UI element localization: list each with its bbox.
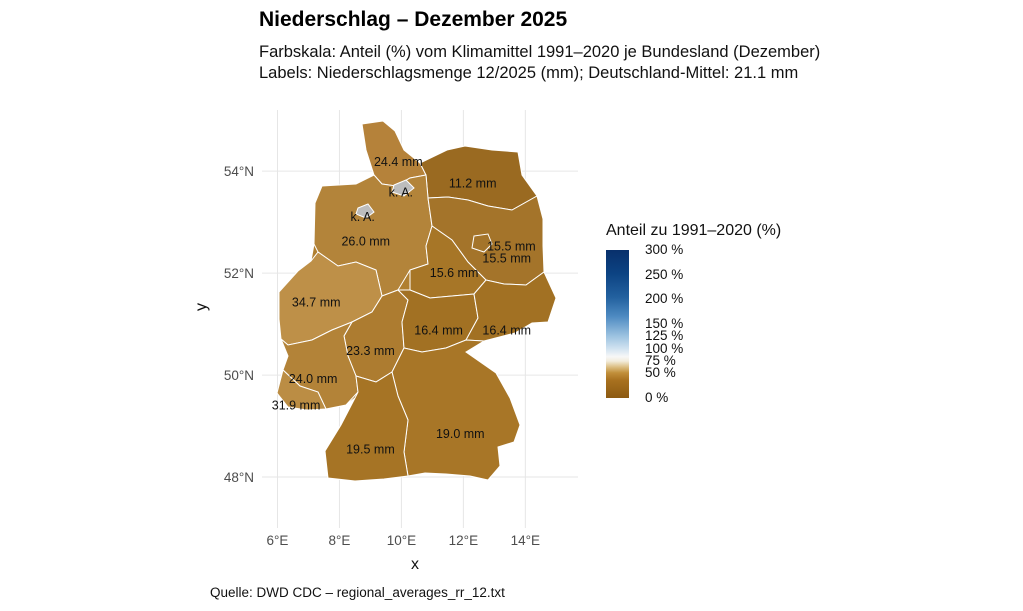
state-label: 16.4 mm bbox=[482, 324, 531, 338]
legend-tick-mark bbox=[629, 324, 633, 325]
legend-tick-mark bbox=[629, 274, 633, 276]
state-label: 31.9 mm bbox=[272, 399, 321, 413]
legend-tick-label: 0 % bbox=[645, 390, 669, 405]
x-tick-label: 14°E bbox=[511, 533, 540, 548]
state-label: 16.4 mm bbox=[414, 324, 463, 338]
legend-tick-mark bbox=[629, 250, 633, 251]
axis-ticks: 6°E 8°E 10°E 12°E 14°E 48°N 50°N 52°N 54°N bbox=[224, 164, 540, 548]
y-axis-title: y bbox=[193, 303, 210, 311]
state-baden-wuerttemberg bbox=[324, 371, 409, 482]
state-label: 24.0 mm bbox=[289, 372, 338, 386]
y-tick-label: 48°N bbox=[224, 470, 254, 485]
legend-tick-label: 50 % bbox=[645, 365, 676, 381]
state-berlin bbox=[471, 233, 493, 253]
state-label: 34.7 mm bbox=[292, 296, 341, 310]
legend-tick-label: 125 % bbox=[645, 328, 684, 344]
y-tick-label: 52°N bbox=[224, 266, 254, 281]
state-bremen bbox=[355, 203, 375, 219]
state-bayern bbox=[391, 339, 521, 481]
state-label: 26.0 mm bbox=[341, 235, 390, 249]
state-label: 15.6 mm bbox=[430, 266, 479, 280]
legend-tick-label: 100 % bbox=[645, 340, 684, 356]
state-label: 11.2 mm bbox=[449, 176, 497, 190]
legend-colorbar bbox=[606, 250, 629, 398]
y-tick-label: 54°N bbox=[224, 164, 254, 179]
source-caption: Quelle: DWD CDC – regional_averages_rr_1… bbox=[210, 585, 505, 600]
chart-subtitle: Farbskala: Anteil (%) vom Klimamittel 19… bbox=[259, 42, 820, 84]
y-tick-label: 50°N bbox=[224, 368, 254, 383]
subtitle-line-1: Farbskala: Anteil (%) vom Klimamittel 19… bbox=[259, 43, 821, 61]
legend-tick-mark bbox=[629, 299, 633, 301]
state-polygons bbox=[276, 120, 557, 482]
legend-tick-mark bbox=[629, 361, 633, 362]
state-label: 15.5 mm bbox=[482, 251, 531, 265]
state-label: 19.5 mm bbox=[346, 442, 395, 456]
state-label: k. A. bbox=[351, 210, 375, 224]
state-label: 19.0 mm bbox=[436, 427, 485, 441]
legend-title: Anteil zu 1991–2020 (%) bbox=[606, 222, 782, 239]
x-tick-label: 6°E bbox=[267, 533, 289, 548]
state-label: 23.3 mm bbox=[346, 344, 395, 358]
legend-tick-mark bbox=[629, 398, 633, 399]
legend-tick-label: 250 % bbox=[645, 266, 684, 282]
subtitle-line-2: Labels: Niederschlagsmenge 12/2025 (mm);… bbox=[259, 64, 799, 82]
legend-tick-label: 75 % bbox=[645, 353, 676, 368]
legend-tick-label: 300 % bbox=[645, 242, 684, 257]
state-label: 15.5 mm bbox=[487, 240, 536, 254]
x-tick-label: 8°E bbox=[328, 533, 350, 548]
legend-tick-mark bbox=[629, 348, 633, 350]
state-hamburg bbox=[391, 179, 415, 197]
legend-tick-label: 200 % bbox=[645, 291, 684, 307]
state-label: k. A. bbox=[389, 186, 413, 200]
legend-tick-mark bbox=[629, 336, 633, 338]
chart-title: Niederschlag – Dezember 2025 bbox=[259, 8, 568, 31]
state-label: 24.4 mm bbox=[374, 155, 423, 169]
state-saarland bbox=[276, 369, 327, 411]
x-axis-title: x bbox=[411, 556, 419, 573]
legend-tick-mark bbox=[629, 373, 633, 375]
legend-tick-label: 150 % bbox=[645, 316, 684, 331]
x-tick-label: 10°E bbox=[387, 533, 416, 548]
x-tick-label: 12°E bbox=[449, 533, 478, 548]
